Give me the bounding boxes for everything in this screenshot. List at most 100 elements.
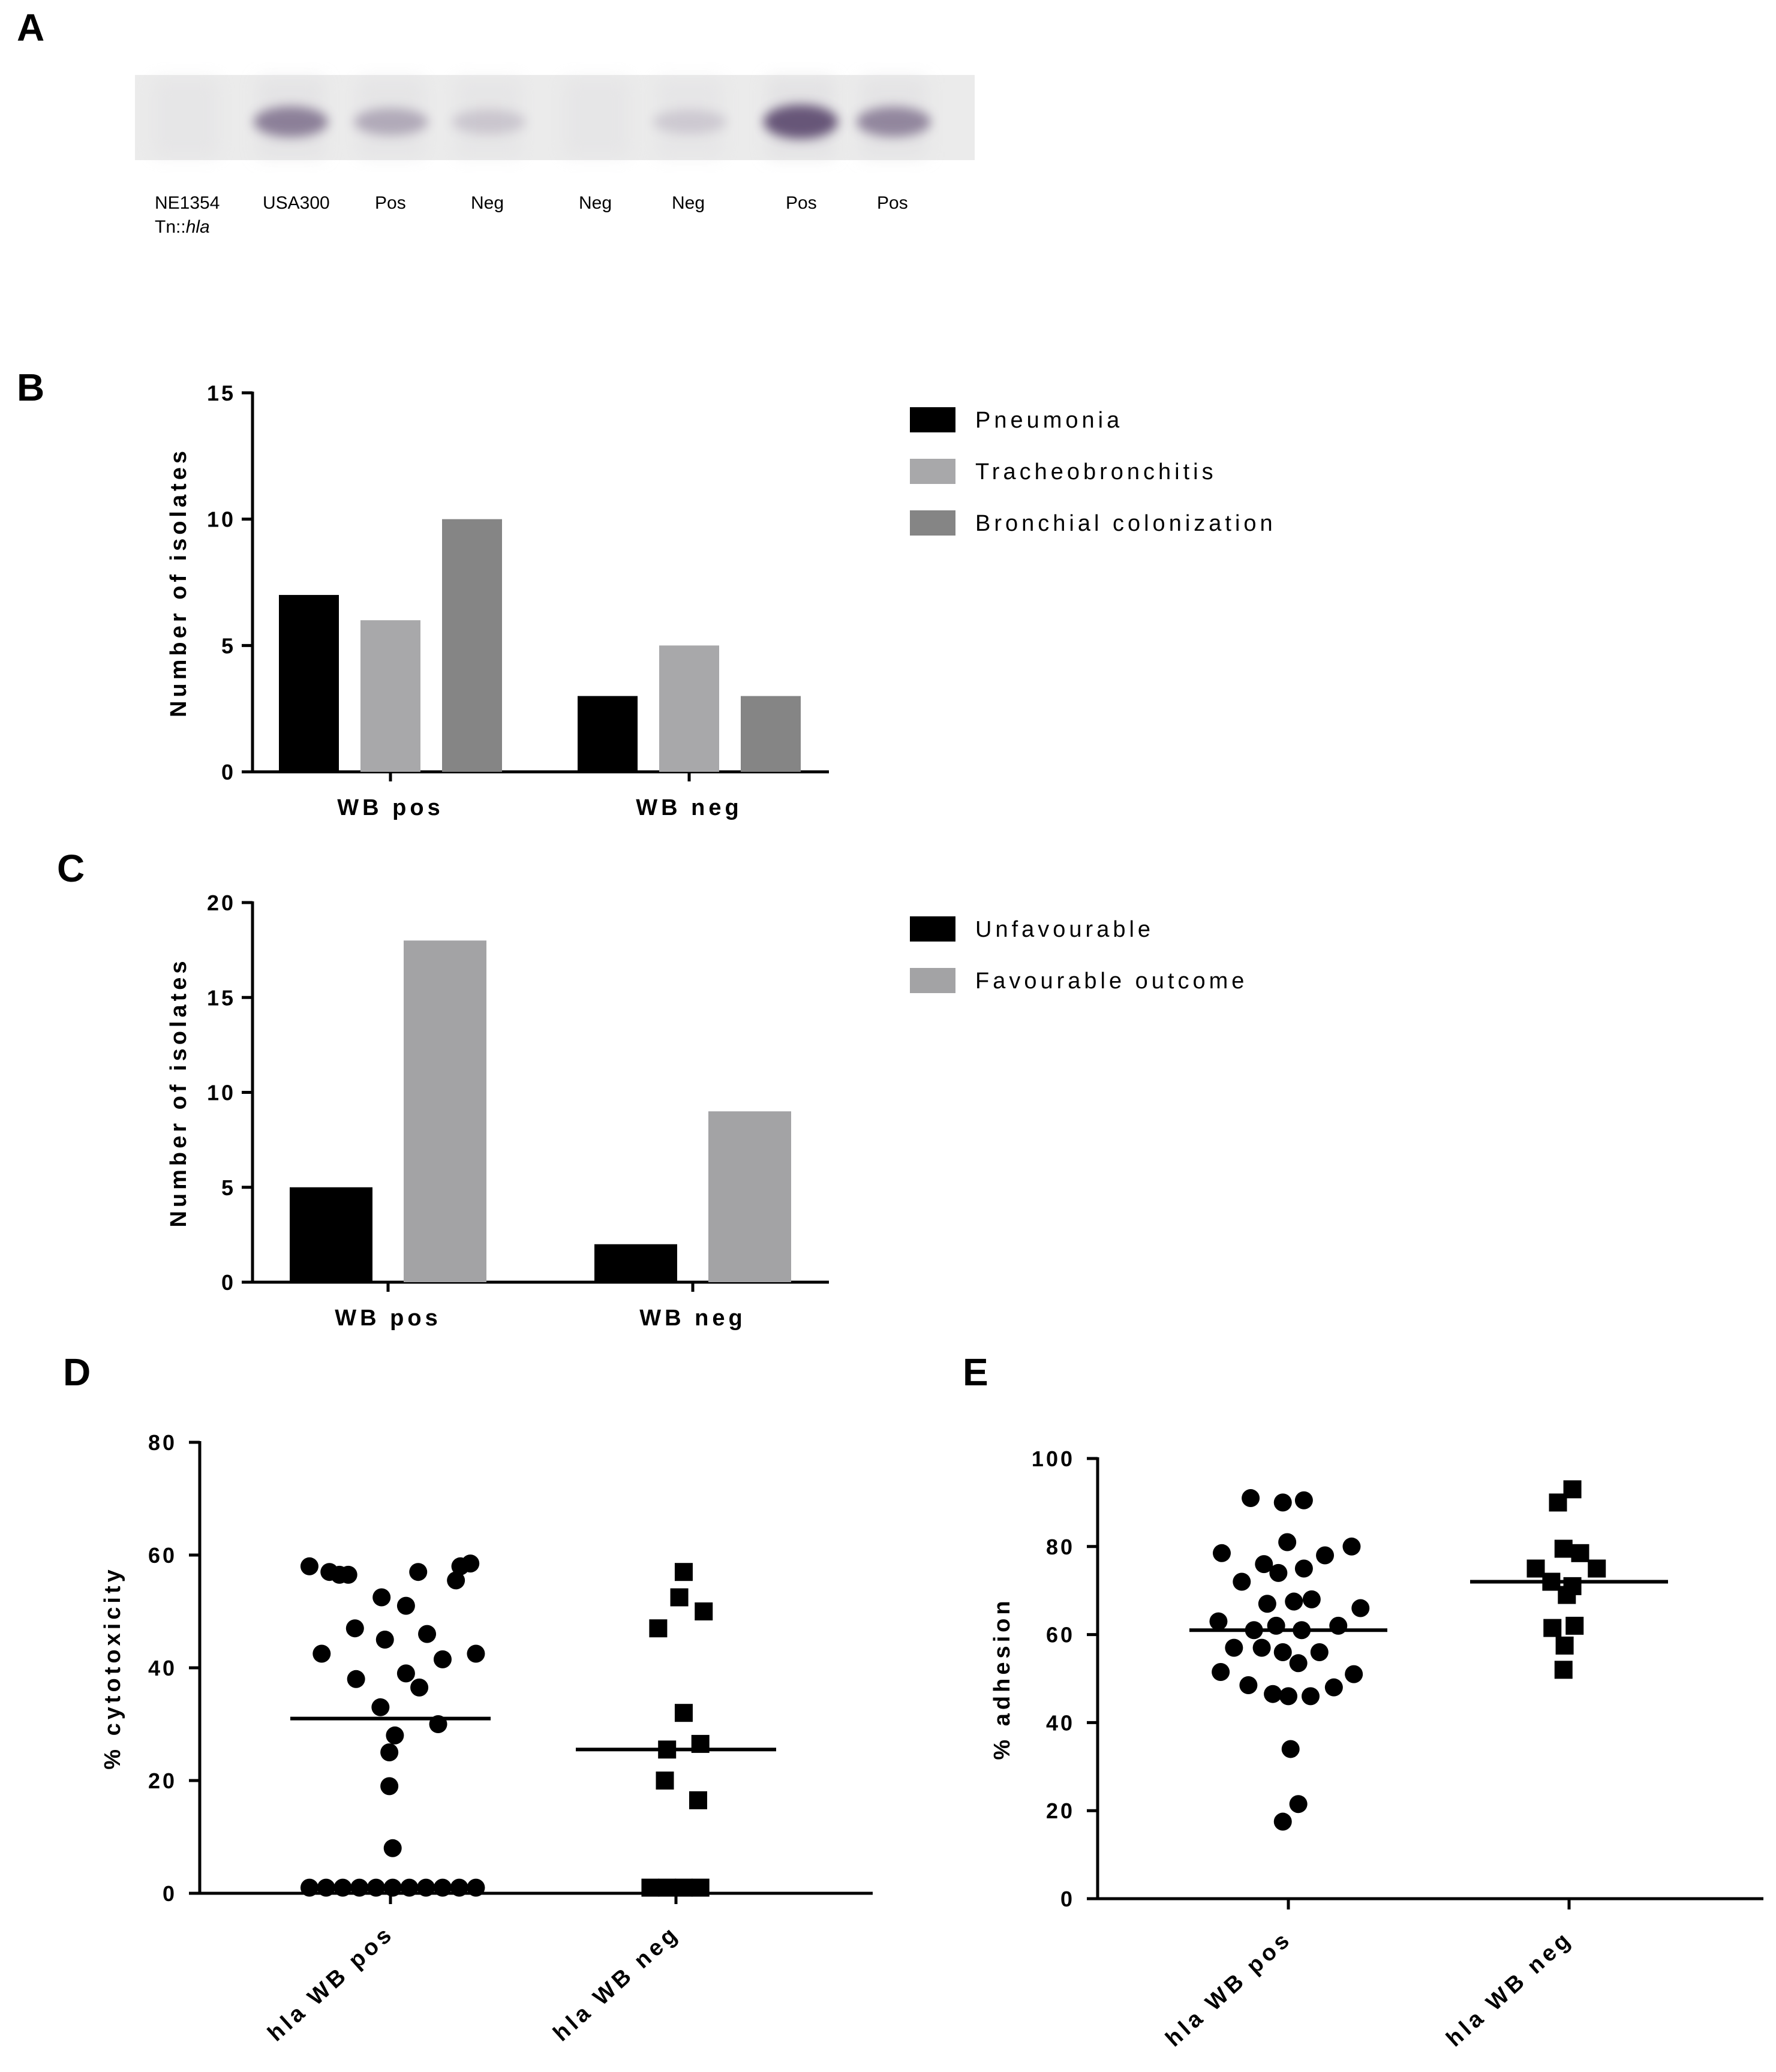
y-tick-label: 0 — [163, 1881, 177, 1906]
x-tick-label: hla WB neg — [1442, 1926, 1577, 2052]
data-point — [1324, 1678, 1343, 1697]
data-point — [641, 1878, 660, 1897]
bar-unfavourable-wb-neg — [594, 1244, 677, 1282]
legend-swatch-favourable-outcome — [910, 968, 955, 993]
legend-label-bronchial-colonization: Bronchial colonization — [975, 511, 1276, 536]
data-point — [1549, 1493, 1567, 1512]
blot-band — [452, 109, 526, 134]
data-point — [1294, 1559, 1313, 1578]
data-point — [1285, 1592, 1303, 1611]
data-point — [1571, 1544, 1589, 1562]
data-point — [1239, 1676, 1258, 1695]
bar-tracheobronchitis-wb-neg — [659, 645, 719, 772]
x-tick-label: hla WB pos — [263, 1920, 399, 2046]
chart-b: 0 5 10 15 Number of isolates WB pos WB neg Pneu… — [166, 381, 1276, 820]
y-axis-title: % adhesion — [990, 1597, 1015, 1760]
data-point — [1294, 1491, 1313, 1509]
data-point — [1588, 1559, 1606, 1578]
panel-letter-c: C — [57, 847, 85, 890]
data-point — [1279, 1687, 1297, 1706]
data-point — [1258, 1595, 1276, 1613]
x-tick-label: hla WB neg — [549, 1920, 684, 2046]
y-tick-label: 100 — [1032, 1447, 1075, 1471]
data-point — [1302, 1687, 1320, 1706]
y-tick-label: 60 — [1046, 1623, 1075, 1647]
legend-swatch-bronchial-colonization — [910, 510, 955, 536]
data-point — [691, 1878, 710, 1897]
panel-letter-d: D — [63, 1351, 91, 1394]
y-tick-label: 15 — [207, 985, 236, 1010]
data-point — [345, 1619, 364, 1638]
data-point — [1269, 1563, 1288, 1582]
data-point — [312, 1644, 331, 1663]
data-point — [1264, 1685, 1282, 1703]
data-point — [689, 1791, 707, 1809]
data-point — [1555, 1636, 1574, 1655]
y-axis-title: Number of isolates — [166, 957, 191, 1227]
bar-tracheobronchitis-wb-pos — [360, 620, 420, 772]
y-tick-label: 80 — [1046, 1535, 1075, 1559]
data-point — [418, 1625, 437, 1643]
y-tick-label: 40 — [148, 1656, 177, 1680]
data-point — [1565, 1616, 1584, 1635]
data-point — [1209, 1612, 1228, 1631]
data-point — [447, 1571, 465, 1590]
data-point — [433, 1878, 452, 1897]
bar-bronchial-colonization-wb-neg — [741, 696, 801, 772]
x-tick-label: WB pos — [335, 1306, 441, 1331]
legend-label-favourable-outcome: Favourable outcome — [975, 969, 1248, 994]
y-tick-label: 15 — [207, 381, 236, 405]
data-point — [1543, 1619, 1562, 1637]
blot-lane — [153, 78, 219, 157]
panel-letter-a: A — [17, 6, 44, 49]
data-point — [386, 1726, 404, 1745]
data-point — [383, 1878, 402, 1897]
x-tick-label: WB pos — [337, 795, 443, 820]
chart-c: 0 5 10 15 20 Number of isolates WB pos WB neg Un… — [166, 891, 1248, 1331]
data-point — [380, 1777, 399, 1796]
blot-lane-label: Pos — [375, 193, 406, 213]
data-point — [300, 1878, 318, 1897]
blot-lane-label: Pos — [877, 193, 908, 213]
bar-favourable-outcome-wb-neg — [708, 1111, 791, 1282]
data-point — [1558, 1586, 1576, 1604]
blot-lane-label: Neg — [672, 193, 705, 213]
bar-pneumonia-wb-pos — [279, 595, 339, 772]
y-tick-label: 0 — [221, 760, 236, 784]
data-point — [1233, 1572, 1251, 1591]
data-point — [1289, 1654, 1308, 1673]
x-tick-label: WB neg — [636, 795, 742, 820]
data-point — [695, 1602, 713, 1620]
data-point — [670, 1588, 689, 1607]
data-point — [1329, 1616, 1348, 1635]
data-point — [1242, 1489, 1260, 1508]
blot-band — [254, 106, 328, 137]
blot-band — [764, 104, 838, 139]
data-point — [1281, 1740, 1300, 1758]
data-point — [1273, 1643, 1292, 1661]
y-tick-label: 60 — [148, 1543, 177, 1568]
y-tick-label: 20 — [207, 891, 236, 915]
data-point — [467, 1878, 485, 1897]
data-point — [1316, 1546, 1335, 1565]
data-point — [1554, 1661, 1573, 1679]
data-point — [1554, 1539, 1573, 1558]
data-point — [366, 1878, 385, 1897]
data-point — [1351, 1599, 1370, 1617]
data-point — [417, 1878, 435, 1897]
data-point — [300, 1557, 318, 1575]
chart-d: 0 20 40 60 80 % cytotoxicity hla WB pos hla WB … — [100, 1430, 873, 2046]
data-point — [410, 1678, 429, 1697]
y-axis-title: Number of isolates — [166, 447, 191, 717]
data-point — [467, 1644, 485, 1663]
data-point — [433, 1650, 452, 1668]
data-point — [658, 1878, 677, 1897]
y-tick-label: 40 — [1046, 1710, 1075, 1735]
blot-lane — [564, 78, 630, 157]
y-tick-label: 20 — [1046, 1799, 1075, 1823]
data-point — [350, 1878, 369, 1897]
data-point — [1526, 1559, 1545, 1578]
data-point — [371, 1698, 390, 1716]
